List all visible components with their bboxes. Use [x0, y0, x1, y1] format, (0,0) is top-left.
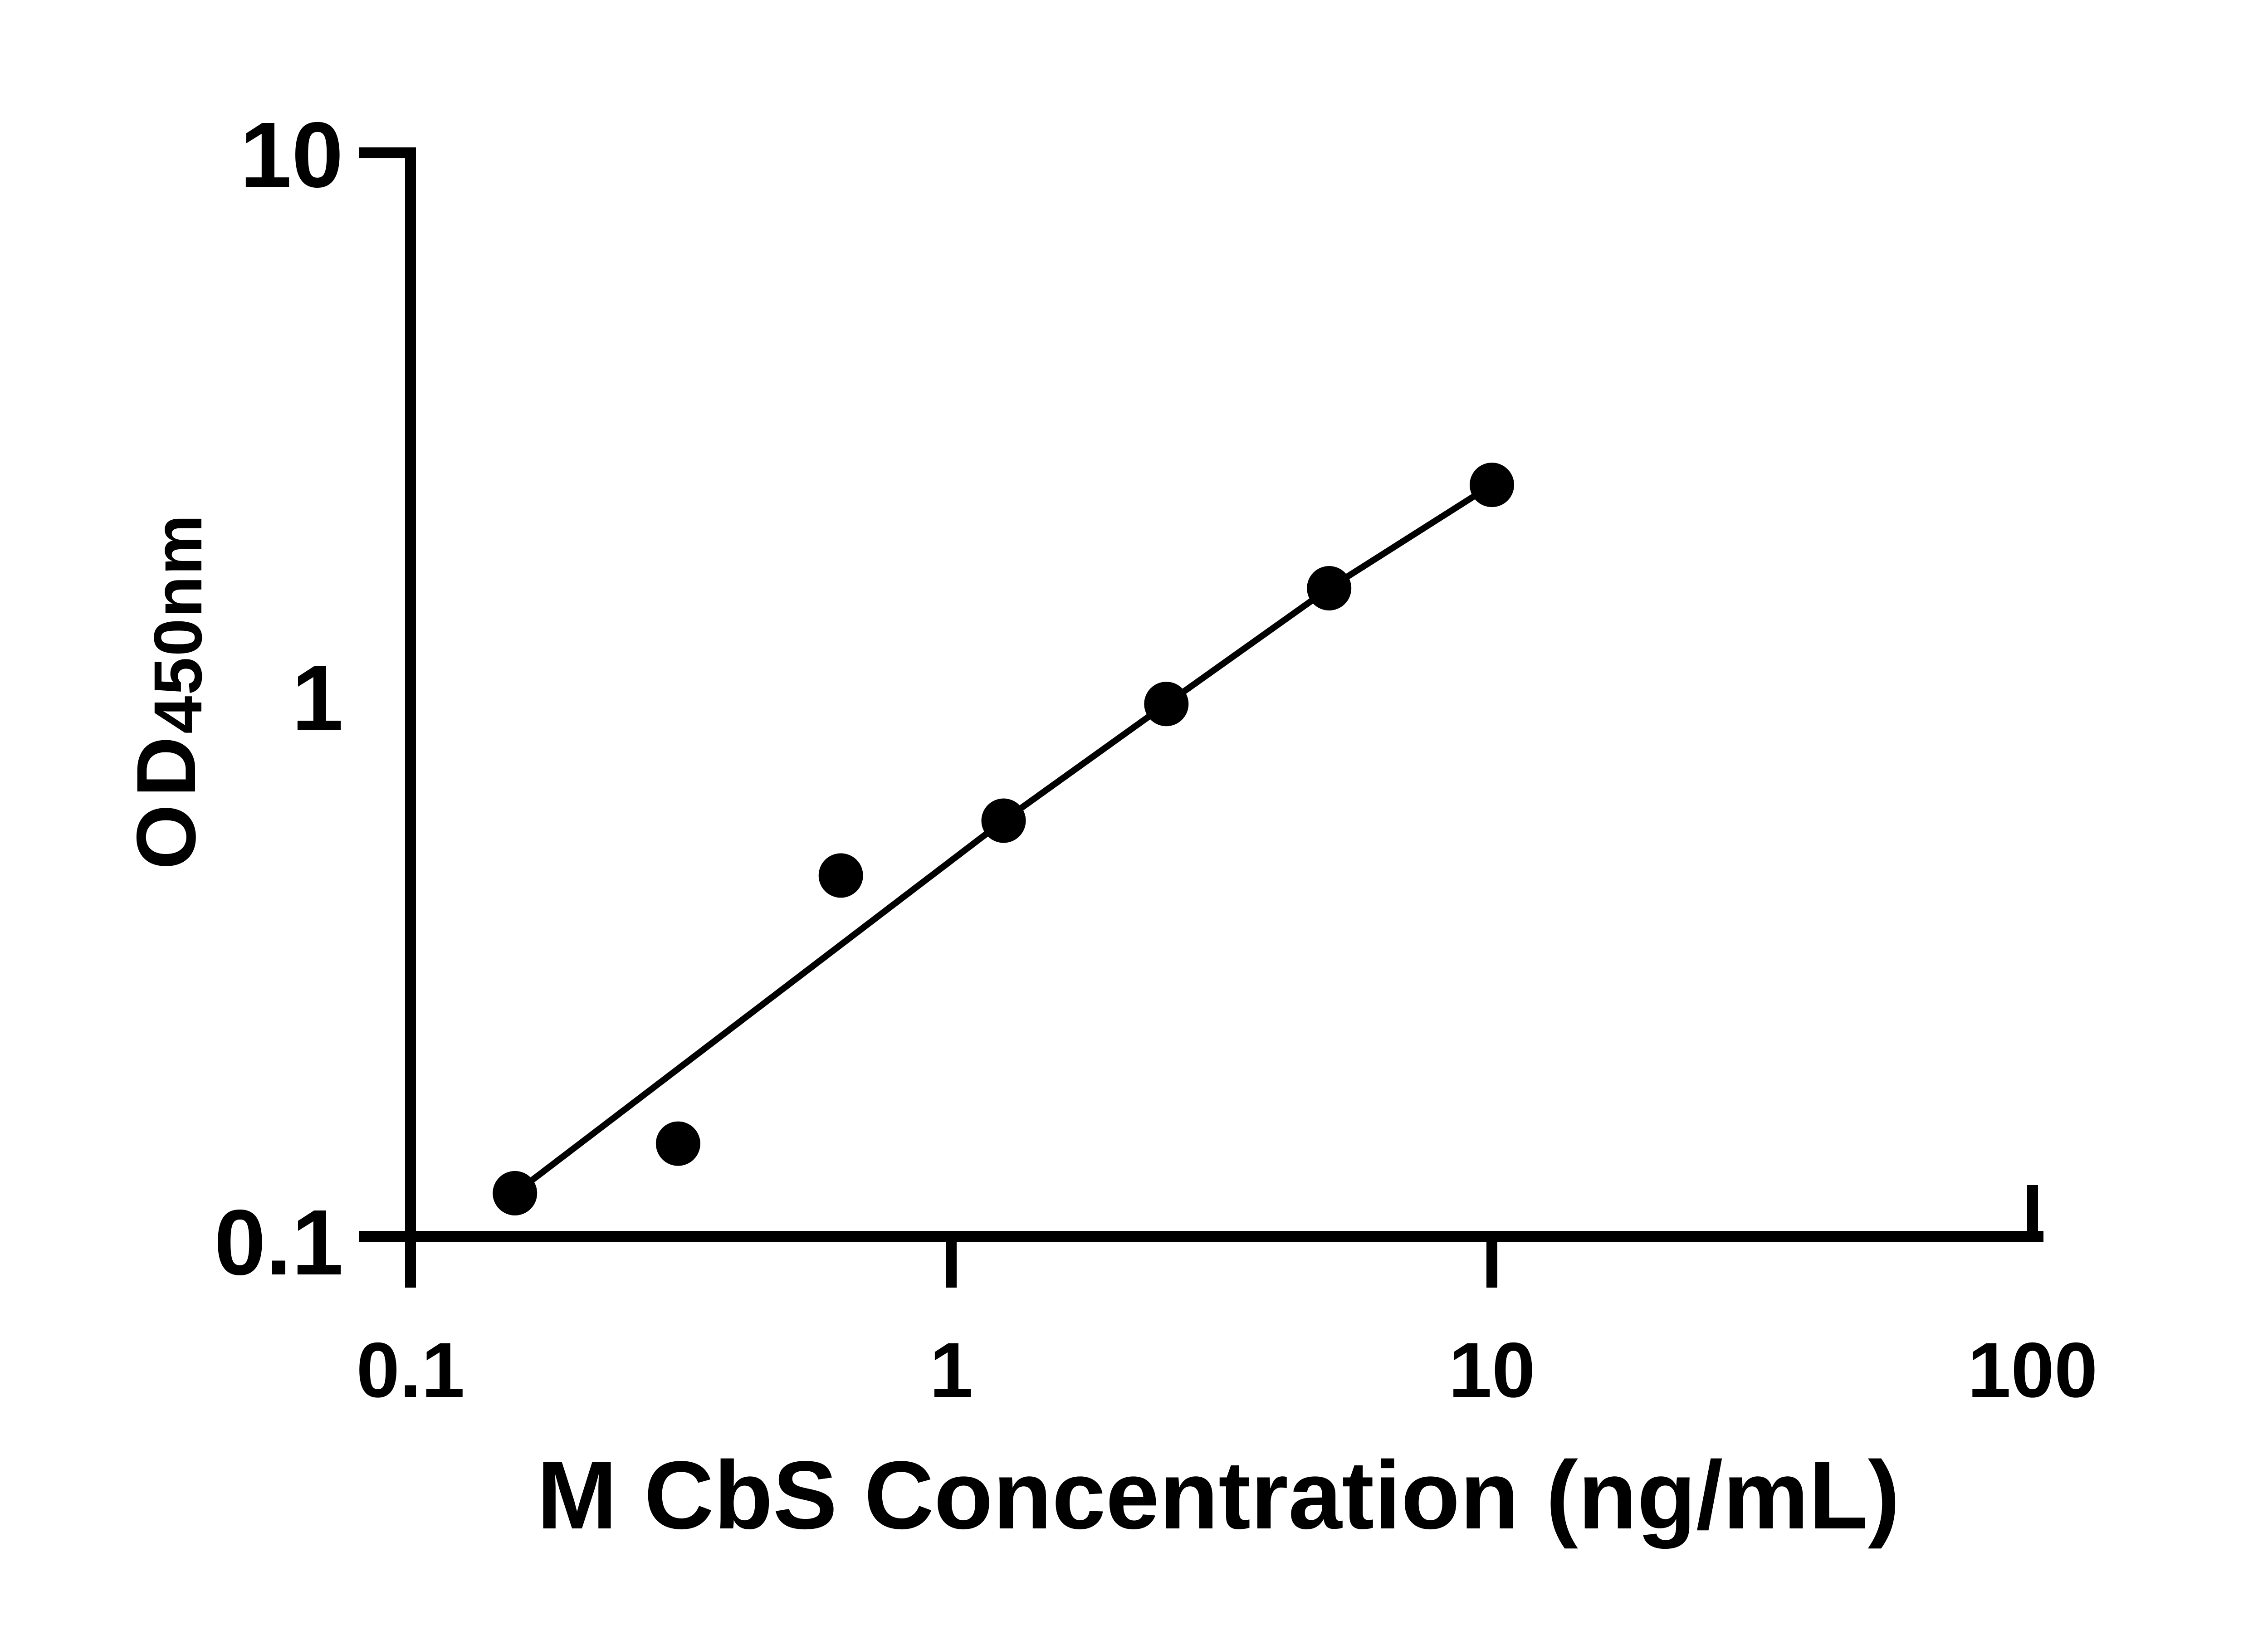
svg-text:0.1: 0.1: [356, 1327, 464, 1414]
svg-text:OD450nm: OD450nm: [120, 514, 216, 870]
svg-text:10: 10: [1448, 1327, 1535, 1414]
svg-text:100: 100: [1968, 1327, 2098, 1414]
svg-text:0.1: 0.1: [214, 1191, 343, 1294]
svg-text:1: 1: [929, 1327, 973, 1414]
svg-text:M CbS Concentration (ng/mL): M CbS Concentration (ng/mL): [537, 1441, 1900, 1549]
svg-text:10: 10: [240, 103, 343, 207]
svg-text:1: 1: [292, 646, 343, 750]
